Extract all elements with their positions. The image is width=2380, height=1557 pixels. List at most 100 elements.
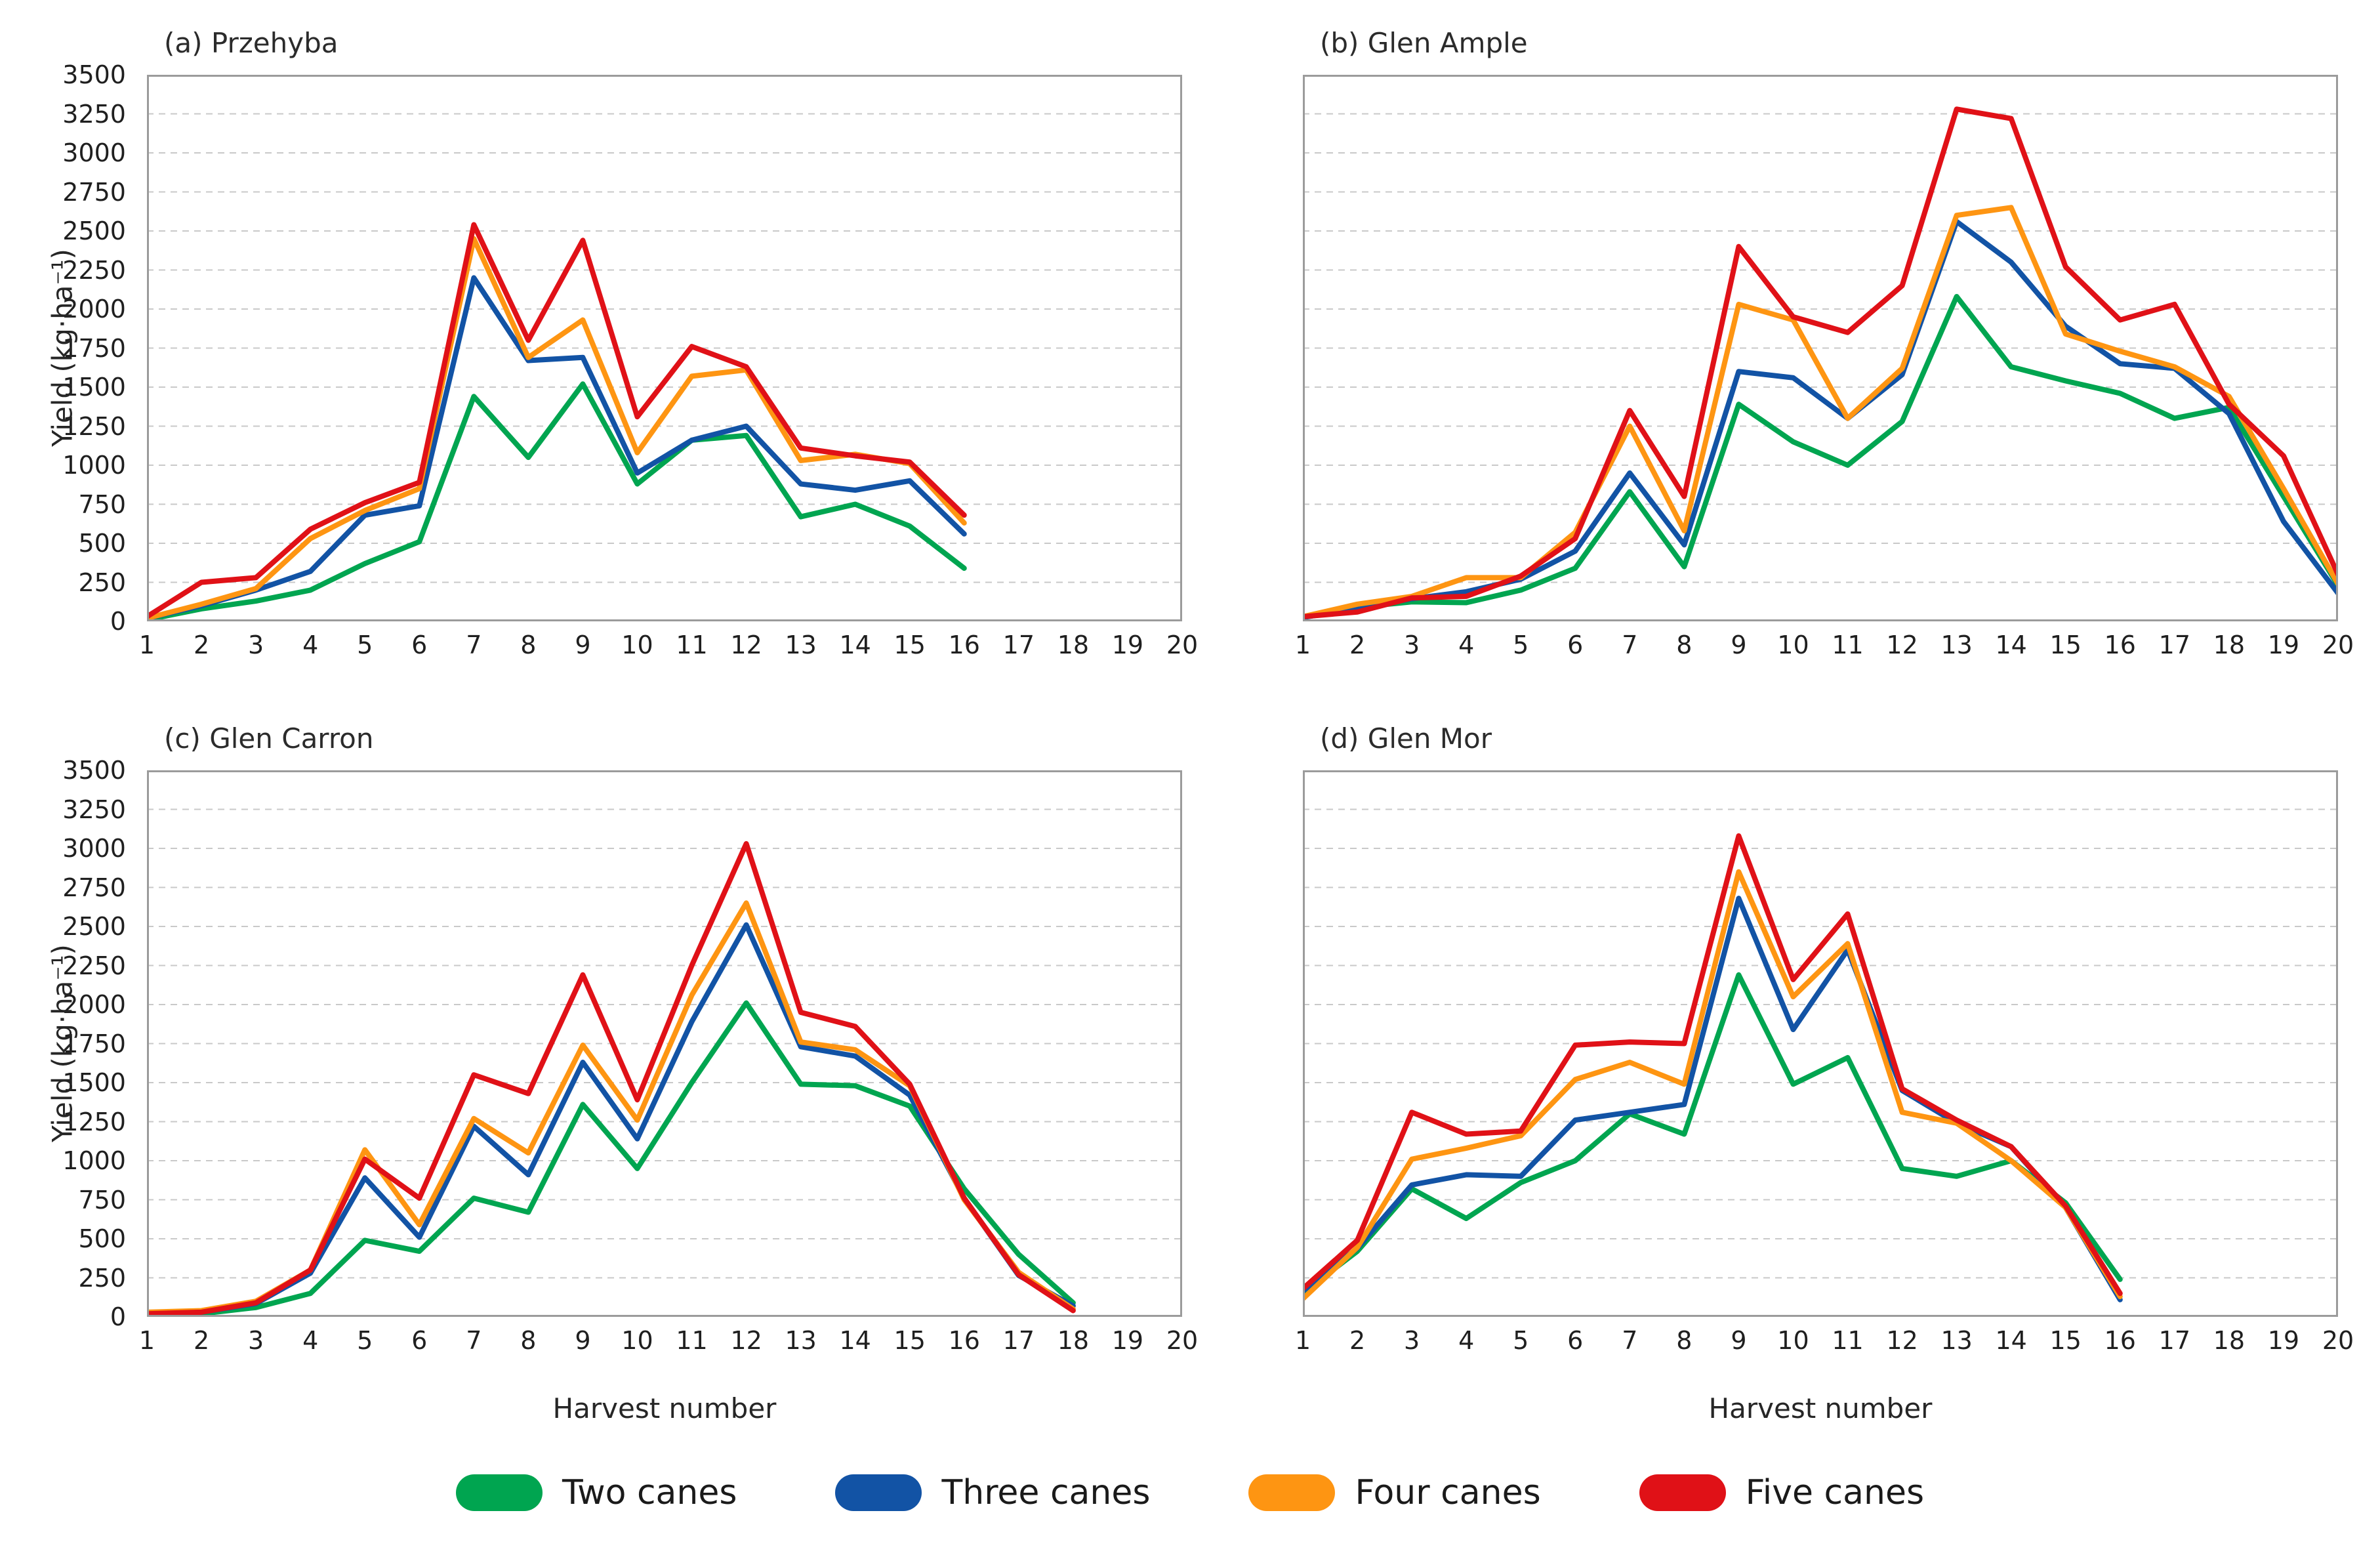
series-three-canes	[147, 275, 967, 621]
x-tick-label: 16	[948, 631, 980, 659]
x-tick-label: 19	[1111, 631, 1144, 659]
series-three-canes	[147, 922, 1076, 1316]
plot-border	[1303, 75, 2338, 621]
x-tick-label: 17	[2158, 631, 2191, 659]
x-tick-label: 11	[1832, 631, 1864, 659]
legend-item-two-canes: Two canes	[455, 1473, 737, 1512]
plot-area-b	[1303, 75, 2338, 621]
x-tick-label: 15	[2049, 1326, 2082, 1355]
x-tick-label: 13	[785, 631, 817, 659]
x-tick-label: 15	[893, 1326, 926, 1355]
plot-area-d	[1303, 770, 2338, 1317]
y-tick-label: 2750	[62, 873, 126, 902]
plot-border	[1303, 770, 2338, 1317]
y-tick-label: 1000	[62, 1146, 126, 1175]
x-tick-label: 8	[520, 1326, 537, 1355]
y-tick-label: 2000	[62, 990, 126, 1019]
series-five-canes	[1303, 833, 2123, 1297]
y-tick-label: 2500	[62, 912, 126, 941]
panel-title: (a) Przehyba	[164, 27, 339, 59]
x-tick-label: 18	[1057, 1326, 1090, 1355]
y-tick-label: 1750	[62, 1029, 126, 1058]
x-tick-label: 4	[1458, 1326, 1475, 1355]
x-tick-label: 9	[575, 631, 591, 659]
x-tick-label: 8	[1676, 1326, 1693, 1355]
x-tick-label: 17	[2158, 1326, 2191, 1355]
legend-label: Five canes	[1745, 1473, 1925, 1512]
y-tick-label: 3000	[62, 834, 126, 863]
y-tick-label: 2250	[62, 255, 126, 285]
x-tick-label: 6	[1567, 1326, 1584, 1355]
x-tick-label: 14	[1995, 631, 2027, 659]
plot-border	[147, 75, 1182, 621]
y-tick-label: 3250	[62, 99, 126, 129]
x-tick-label: 2	[193, 631, 210, 659]
x-axis-title-left: Harvest number	[552, 1392, 777, 1424]
plot-area-c	[147, 770, 1182, 1317]
y-tick-label: 2000	[62, 295, 126, 323]
panel-title: (d) Glen Mor	[1320, 722, 1492, 755]
x-tick-label: 20	[2322, 631, 2354, 659]
x-tick-label: 19	[2267, 631, 2300, 659]
x-tick-label: 11	[676, 1326, 708, 1355]
y-tick-label: 0	[110, 607, 126, 636]
y-tick-label: 750	[78, 1185, 126, 1214]
y-tick-label: 1250	[62, 411, 126, 441]
x-tick-label: 4	[302, 631, 319, 659]
x-tick-label: 5	[1513, 1326, 1529, 1355]
y-tick-label: 3500	[62, 60, 126, 89]
y-tick-label: 1500	[62, 1068, 126, 1097]
y-axis-title-row1: Yield (kg·ha⁻¹)	[46, 249, 79, 447]
x-tick-label: 20	[1166, 1326, 1199, 1355]
series-three-canes	[1303, 218, 2338, 621]
x-tick-label: 18	[2213, 631, 2246, 659]
y-axis-ticks: 0 250 500 750 1000 1250 1500 1750 2000 2250 2500 27…	[0, 756, 135, 1331]
y-tick-label: 3500	[62, 756, 126, 785]
x-tick-label: 14	[839, 1326, 871, 1355]
x-tick-label: 3	[1404, 1326, 1420, 1355]
x-tick-label: 19	[2267, 1326, 2300, 1355]
series-five-canes	[147, 841, 1076, 1317]
x-tick-label: 12	[1886, 631, 1918, 659]
x-tick-label: 10	[621, 631, 653, 659]
x-tick-label: 7	[1622, 631, 1638, 659]
x-tick-label: 9	[1731, 631, 1747, 659]
y-tick-label: 3250	[62, 795, 126, 824]
y-tick-label: 1000	[62, 451, 126, 480]
x-tick-label: 2	[1349, 1326, 1366, 1355]
x-axis-ticks: 1 2 3 4 5 6 7 8 9 10 11 12 13 14 15 16 17 18 19 20	[139, 1317, 1198, 1356]
x-tick-label: 12	[730, 631, 762, 659]
x-tick-label: 12	[1886, 1326, 1918, 1355]
x-tick-label: 2	[193, 1326, 210, 1355]
x-tick-label: 13	[1940, 1326, 1973, 1355]
y-tick-label: 0	[110, 1302, 126, 1331]
panel-c: (c) Glen Carron 0 250 500 750 1000 1250 1500 17…	[62, 723, 1198, 1356]
legend-item-three-canes: Three canes	[835, 1473, 1150, 1512]
x-tick-label: 7	[466, 631, 482, 659]
legend-label: Two canes	[562, 1473, 737, 1512]
series-five-canes	[147, 222, 967, 619]
legend-swatch-three-canes	[835, 1474, 922, 1511]
x-tick-label: 5	[357, 1326, 373, 1355]
x-tick-label: 10	[621, 1326, 653, 1355]
panel-title: (b) Glen Ample	[1320, 27, 1528, 59]
x-tick-label: 17	[1002, 631, 1035, 659]
y-tick-label: 500	[78, 529, 126, 558]
legend-swatch-two-canes	[455, 1474, 543, 1511]
x-tick-label: 20	[1166, 631, 1199, 659]
x-tick-label: 6	[411, 631, 428, 659]
panel-a: (a) Przehyba 0 250 500 750 1000 1250 1500 1750 2…	[62, 28, 1198, 660]
x-tick-label: 9	[1731, 1326, 1747, 1355]
y-tick-label: 2250	[62, 951, 126, 980]
x-tick-label: 4	[1458, 631, 1475, 659]
x-axis-ticks: 1 2 3 4 5 6 7 8 9 10 11 12 13 14 15 16 17 18 19 20	[139, 621, 1198, 661]
legend-label: Three canes	[941, 1473, 1151, 1512]
x-tick-label: 3	[248, 1326, 264, 1355]
x-tick-label: 5	[1513, 631, 1529, 659]
panel-title: (c) Glen Carron	[164, 722, 374, 755]
x-tick-label: 16	[2104, 631, 2136, 659]
x-tick-label: 14	[1995, 1326, 2027, 1355]
y-tick-label: 1500	[62, 373, 126, 402]
x-tick-label: 13	[785, 1326, 817, 1355]
